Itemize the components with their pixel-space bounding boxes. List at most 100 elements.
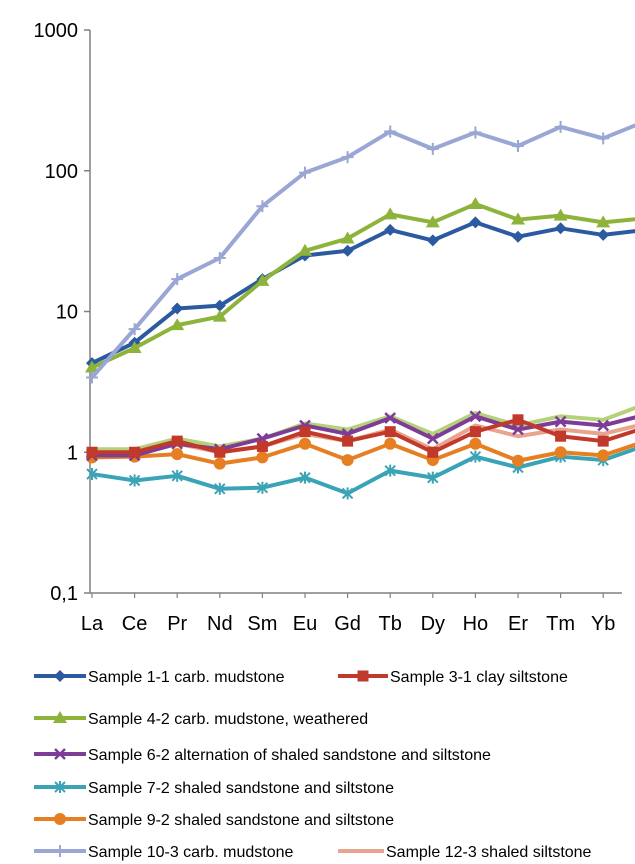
- data-point: [511, 212, 525, 225]
- data-point: [86, 446, 98, 458]
- data-point: [426, 142, 439, 155]
- x-tick-label: Ce: [122, 613, 148, 635]
- x-tick-label: Eu: [293, 613, 317, 635]
- data-point: [597, 435, 609, 447]
- data-point: [469, 450, 482, 463]
- legend-label: Sample 4-2 carb. mudstone, weathered: [88, 711, 368, 728]
- series-7: [86, 120, 635, 384]
- data-point: [127, 341, 142, 354]
- data-point: [469, 126, 482, 139]
- data-point: [469, 437, 482, 450]
- data-point: [129, 446, 141, 458]
- series-5: [86, 446, 635, 500]
- data-point: [384, 412, 397, 424]
- series-line: [90, 123, 635, 379]
- data-point: [383, 207, 398, 220]
- legend-item-6: Sample 9-2 shaled sandstone and siltston…: [34, 812, 394, 829]
- data-point: [384, 437, 397, 450]
- legend-label: Sample 12-3 shaled siltstone: [386, 844, 592, 861]
- legend-item-3: Sample 4-2 carb. mudstone, weathered: [34, 711, 368, 728]
- series-line: [91, 441, 635, 466]
- data-point: [554, 222, 567, 235]
- data-point: [213, 251, 226, 264]
- x-tick-label: La: [81, 613, 104, 635]
- data-point: [255, 273, 270, 286]
- legend-marker: [54, 781, 66, 793]
- data-point: [256, 451, 269, 464]
- data-point: [384, 464, 396, 477]
- data-point: [553, 208, 568, 221]
- data-point: [384, 125, 397, 138]
- data-point: [214, 482, 226, 495]
- legend-marker: [54, 670, 66, 682]
- legend-item-5: Sample 7-2 shaled sandstone and siltston…: [34, 780, 394, 797]
- data-point: [555, 430, 567, 442]
- data-point: [128, 323, 141, 336]
- data-point: [597, 449, 610, 462]
- data-point: [256, 200, 269, 213]
- legend: Sample 1-1 carb. mudstone Sample 3-1 clay…: [34, 669, 592, 861]
- axes: [89, 30, 622, 594]
- data-point: [212, 309, 227, 322]
- data-point: [512, 454, 524, 467]
- data-point: [469, 410, 482, 423]
- data-point: [299, 166, 311, 179]
- data-point: [597, 419, 610, 432]
- data-point: [426, 234, 439, 247]
- legend-item-4: Sample 6-2 alternation of shaled sandsto…: [34, 747, 491, 764]
- legend-marker: [54, 845, 66, 857]
- data-point: [85, 360, 99, 373]
- legend-marker: [53, 711, 67, 723]
- data-point: [256, 481, 269, 494]
- data-point: [468, 197, 483, 210]
- data-point: [554, 446, 567, 459]
- data-point: [425, 215, 440, 228]
- data-point: [171, 469, 183, 482]
- series-line: [92, 417, 635, 455]
- data-point: [171, 302, 184, 315]
- data-point: [299, 437, 311, 450]
- data-point: [512, 423, 524, 436]
- data-point: [512, 139, 524, 152]
- y-tick-label: 0,1: [50, 583, 78, 605]
- y-tick-labels: 0,1 1 10 100 1000: [34, 20, 90, 605]
- x-tick-label: Tb: [379, 613, 402, 635]
- legend-item-1: Sample 1-1 carb. mudstone: [34, 669, 285, 686]
- data-point: [554, 415, 567, 428]
- legend-item-7: Sample 10-3 carb. mudstone: [34, 844, 294, 861]
- series-1: [86, 216, 635, 370]
- y-tick-label: 100: [45, 161, 78, 183]
- data-point: [426, 432, 439, 445]
- data-point: [213, 299, 226, 312]
- data-point: [171, 273, 184, 286]
- series-line: [91, 220, 635, 365]
- y-tick-label: 1000: [34, 20, 79, 42]
- x-tick-label: Tm: [546, 613, 575, 635]
- data-point: [128, 474, 141, 487]
- data-point: [341, 151, 354, 164]
- x-tick-label: Er: [508, 613, 528, 635]
- legend-item-2: Sample 3-1 clay siltstone: [338, 669, 568, 686]
- data-point: [554, 120, 567, 133]
- y-tick-label: 10: [56, 302, 78, 324]
- legend-label: Sample 3-1 clay siltstone: [390, 669, 568, 686]
- x-tick-label: Sm: [247, 613, 277, 635]
- data-point: [171, 448, 184, 461]
- series-extra: [92, 405, 635, 452]
- legend-label: Sample 10-3 carb. mudstone: [88, 844, 294, 861]
- series-6: [86, 437, 635, 470]
- data-point: [512, 414, 524, 426]
- data-point: [298, 243, 312, 256]
- x-tick-label: Dy: [421, 613, 445, 635]
- legend-marker: [54, 748, 66, 760]
- legend-label: Sample 7-2 shaled sandstone and siltston…: [88, 780, 394, 797]
- data-point: [597, 228, 610, 241]
- data-point: [469, 216, 482, 229]
- legend-label: Sample 9-2 shaled sandstone and siltston…: [88, 812, 394, 829]
- x-tick-label: Yb: [591, 613, 615, 635]
- x-tick-label: Pr: [167, 613, 187, 635]
- data-point: [171, 435, 183, 447]
- data-point: [427, 471, 439, 484]
- data-point: [299, 426, 311, 438]
